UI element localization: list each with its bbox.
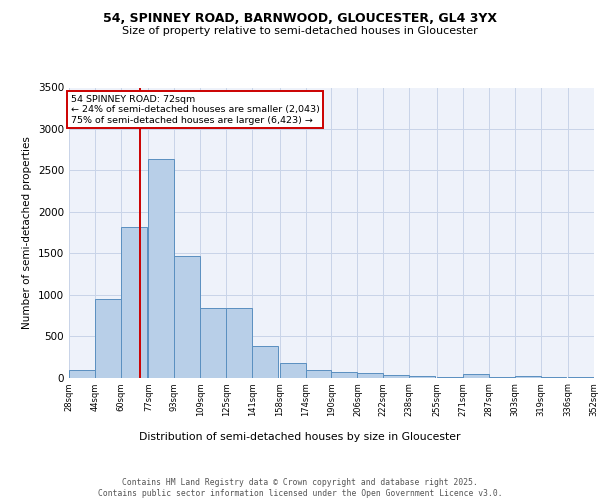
Text: 54 SPINNEY ROAD: 72sqm
← 24% of semi-detached houses are smaller (2,043)
75% of : 54 SPINNEY ROAD: 72sqm ← 24% of semi-det… [71,95,319,124]
Bar [488,376,515,378]
Bar [175,256,200,378]
Bar [515,376,541,378]
Bar [409,376,435,378]
Text: Contains HM Land Registry data © Crown copyright and database right 2025.
Contai: Contains HM Land Registry data © Crown c… [98,478,502,498]
Bar [226,308,252,378]
Bar [252,346,278,378]
Bar [383,375,409,378]
Text: Size of property relative to semi-detached houses in Gloucester: Size of property relative to semi-detach… [122,26,478,36]
Bar [437,376,463,378]
Bar [121,226,147,378]
Bar [69,370,95,378]
Bar [358,374,383,378]
Text: 54, SPINNEY ROAD, BARNWOOD, GLOUCESTER, GL4 3YX: 54, SPINNEY ROAD, BARNWOOD, GLOUCESTER, … [103,12,497,26]
Y-axis label: Number of semi-detached properties: Number of semi-detached properties [22,136,32,329]
Bar [305,370,331,378]
Bar [331,372,358,378]
Bar [280,362,305,378]
Bar [200,308,226,378]
Bar [463,374,488,378]
Bar [148,159,175,378]
Bar [95,299,121,378]
Text: Distribution of semi-detached houses by size in Gloucester: Distribution of semi-detached houses by … [139,432,461,442]
